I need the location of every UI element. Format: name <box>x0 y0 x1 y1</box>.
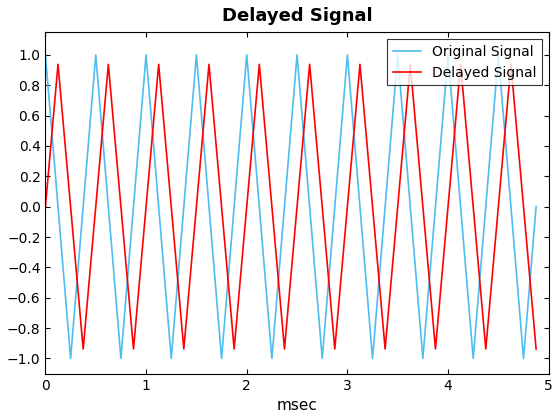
Original Signal <box>445 52 451 58</box>
Original Signal <box>244 52 250 58</box>
Original Signal <box>306 204 313 209</box>
Delayed Signal <box>332 346 338 352</box>
Original Signal <box>319 356 325 361</box>
Delayed Signal <box>407 62 414 67</box>
Original Signal <box>180 204 187 209</box>
Original Signal <box>293 52 300 58</box>
Delayed Signal <box>293 204 300 209</box>
Delayed Signal <box>55 62 62 67</box>
Original Signal <box>332 204 338 209</box>
Delayed Signal <box>306 62 313 67</box>
Delayed Signal <box>357 62 363 67</box>
Delayed Signal <box>244 204 250 209</box>
Title: Delayed Signal: Delayed Signal <box>222 7 372 25</box>
Delayed Signal <box>155 62 162 67</box>
Original Signal <box>269 356 276 361</box>
Delayed Signal <box>105 62 111 67</box>
Delayed Signal <box>533 346 539 352</box>
X-axis label: msec: msec <box>277 398 318 413</box>
Original Signal <box>143 52 150 58</box>
Original Signal <box>281 204 288 209</box>
Original Signal <box>482 204 489 209</box>
Original Signal <box>533 204 539 209</box>
Line: Original Signal: Original Signal <box>45 55 536 358</box>
Original Signal <box>458 204 464 209</box>
Original Signal <box>92 52 99 58</box>
Original Signal <box>256 204 263 209</box>
Original Signal <box>105 204 111 209</box>
Delayed Signal <box>319 204 325 209</box>
Original Signal <box>357 204 363 209</box>
Delayed Signal <box>470 204 477 209</box>
Original Signal <box>231 204 237 209</box>
Original Signal <box>407 204 414 209</box>
Delayed Signal <box>130 346 137 352</box>
Delayed Signal <box>80 346 87 352</box>
Line: Delayed Signal: Delayed Signal <box>45 64 536 349</box>
Original Signal <box>206 204 212 209</box>
Delayed Signal <box>92 204 99 209</box>
Original Signal <box>168 356 175 361</box>
Delayed Signal <box>382 346 389 352</box>
Delayed Signal <box>394 204 401 209</box>
Original Signal <box>118 356 124 361</box>
Delayed Signal <box>495 204 502 209</box>
Delayed Signal <box>269 204 276 209</box>
Delayed Signal <box>193 204 200 209</box>
Original Signal <box>67 356 74 361</box>
Original Signal <box>218 356 225 361</box>
Original Signal <box>55 204 62 209</box>
Delayed Signal <box>231 346 237 352</box>
Delayed Signal <box>67 204 74 209</box>
Original Signal <box>419 356 426 361</box>
Legend: Original Signal, Delayed Signal: Original Signal, Delayed Signal <box>387 39 542 85</box>
Original Signal <box>130 204 137 209</box>
Delayed Signal <box>369 204 376 209</box>
Delayed Signal <box>432 346 439 352</box>
Original Signal <box>520 356 527 361</box>
Original Signal <box>495 52 502 58</box>
Delayed Signal <box>118 204 124 209</box>
Delayed Signal <box>206 62 212 67</box>
Delayed Signal <box>168 204 175 209</box>
Delayed Signal <box>507 62 514 67</box>
Delayed Signal <box>482 346 489 352</box>
Original Signal <box>155 204 162 209</box>
Delayed Signal <box>143 204 150 209</box>
Original Signal <box>432 204 439 209</box>
Original Signal <box>470 356 477 361</box>
Delayed Signal <box>180 346 187 352</box>
Delayed Signal <box>281 346 288 352</box>
Delayed Signal <box>42 204 49 209</box>
Delayed Signal <box>445 204 451 209</box>
Original Signal <box>382 204 389 209</box>
Delayed Signal <box>256 62 263 67</box>
Delayed Signal <box>419 204 426 209</box>
Original Signal <box>394 52 401 58</box>
Delayed Signal <box>218 204 225 209</box>
Original Signal <box>193 52 200 58</box>
Original Signal <box>369 356 376 361</box>
Delayed Signal <box>520 204 527 209</box>
Original Signal <box>80 204 87 209</box>
Original Signal <box>42 52 49 58</box>
Original Signal <box>344 52 351 58</box>
Original Signal <box>507 204 514 209</box>
Delayed Signal <box>458 62 464 67</box>
Delayed Signal <box>344 204 351 209</box>
